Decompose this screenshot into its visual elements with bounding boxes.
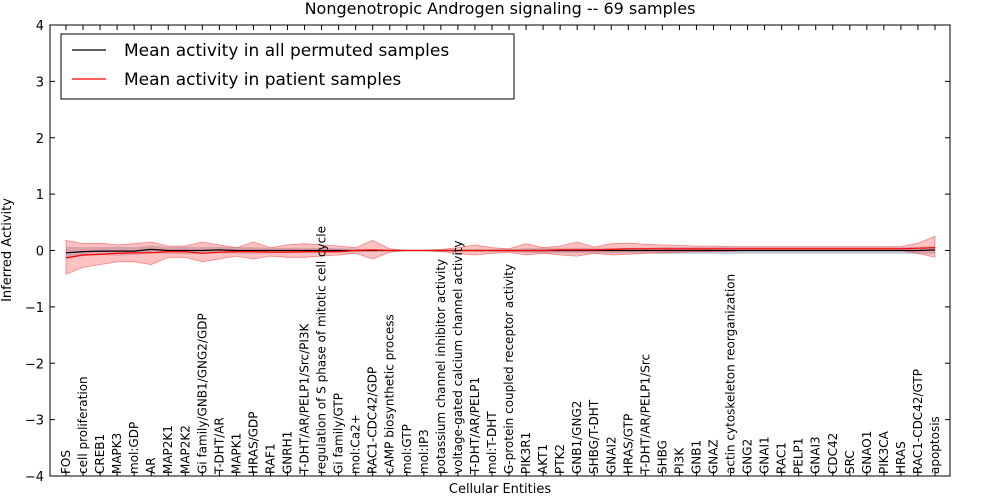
x-tick-label: Gi family/GNB1/GNG2/GDP [195,313,209,474]
x-tick-label: mol:IP3 [417,429,431,474]
x-tick-label: SHBG/T-DHT [587,399,601,474]
y-tick-label: 4 [36,19,44,34]
y-axis-label: Inferred Activity [0,198,15,302]
x-tick-label: PELP1 [792,438,806,474]
x-tick-label: MAP2K1 [161,425,175,474]
band-series-1 [65,235,936,275]
series-lines [65,247,936,259]
x-tick-label: GNB1 [690,440,704,474]
y-tick-label: 0 [36,245,44,260]
x-tick-label: GNG2 [741,439,755,474]
x-tick-label: GNAI3 [809,436,823,474]
x-tick-label: RAC1-CDC42/GTP [911,369,925,474]
x-tick-label: MAP2K2 [178,425,192,474]
confidence-bands [65,235,936,275]
x-tick-label: voltage-gated calcium channel activity [451,240,465,474]
x-tick-label: mol:GTP [400,424,414,474]
x-tick-label: mol:Ca2+ [349,414,363,474]
x-tick-label: cAMP biosynthetic process [383,314,397,474]
x-tick-label: PIK3CA [877,430,891,474]
x-tick-label: mol:GDP [127,422,141,474]
x-tick-label: AKT1 [536,444,550,474]
x-tick-label: Gi family/GTP [332,393,346,474]
x-tick-label: SRC [843,450,857,474]
x-tick-label: G-protein coupled receptor activity [502,264,516,474]
x-tick-label: GNAI2 [604,436,618,474]
y-tick-label: −1 [25,301,44,316]
x-tick-label: potassium channel inhibitor activity [434,259,448,474]
x-tick-label: MAPK3 [110,433,124,474]
y-tick-label: −4 [25,470,44,485]
y-tick-label: 1 [36,188,44,203]
legend: Mean activity in all permuted samples Me… [60,33,515,100]
x-tick-label: MAPK1 [229,433,243,474]
x-tick-label: CDC42 [826,433,840,474]
x-tick-label: actin cytoskeleton reorganization [724,274,738,474]
x-tick-label: GNB1/GNG2 [570,401,584,474]
x-tick-label: regulation of S phase of mitotic cell cy… [315,226,329,474]
line-series-1 [65,247,936,259]
legend-box [60,33,515,100]
y-tick-label: −3 [25,414,44,429]
x-tick-label: PI3K [672,447,686,474]
x-tick-label: T-DHT/AR [212,417,226,475]
x-tick-label: SHBG [655,440,669,474]
x-tick-label: HRAS/GDP [246,411,260,474]
legend-label-permuted: Mean activity in all permuted samples [124,41,449,61]
x-tick-label: GNAZ [707,439,721,474]
x-tick-label: HRAS/GTP [621,414,635,474]
x-tick-label: RAC1 [775,442,789,474]
x-tick-label: PTK2 [553,444,567,474]
x-axis-label: Cellular Entities [449,482,551,497]
legend-label-patient: Mean activity in patient samples [124,70,401,90]
x-tick-label: mol:T-DHT [485,411,499,474]
x-tick-label: T-DHT/AR/PELP1/Src [638,354,652,475]
x-tick-label: T-DHT/AR/PELP1 [468,377,482,475]
y-tick-label: 2 [36,132,44,147]
y-axis-ticks: −4 −3 −2 −1 0 1 2 3 4 [25,19,950,485]
x-tick-label: GNRH1 [281,431,295,474]
x-tick-label: RAF1 [264,443,278,474]
chart-title: Nongenotropic Androgen signaling -- 69 s… [305,0,696,18]
x-tick-label: apoptosis [928,416,942,474]
x-tick-label: RAC1-CDC42/GDP [366,367,380,474]
y-tick-label: −2 [25,357,44,372]
x-tick-label: HRAS [894,441,908,474]
x-tick-label: T-DHT/AR/PELP1/Src/PI3K [298,322,312,475]
x-axis-ticks: FOS cell proliferation CREB1 MAPK3 mol:GDP AR… [59,25,942,476]
x-tick-label: FOS [59,450,73,474]
x-tick-label: AR [144,457,158,474]
x-tick-label: GNAI1 [758,436,772,474]
plot-frame [49,24,951,477]
x-tick-label: GNAO1 [860,431,874,474]
y-tick-label: 3 [36,75,44,90]
x-tick-label: cell proliferation [76,376,90,474]
x-tick-label: CREB1 [93,434,107,474]
x-tick-label: PIK3R1 [519,432,533,474]
